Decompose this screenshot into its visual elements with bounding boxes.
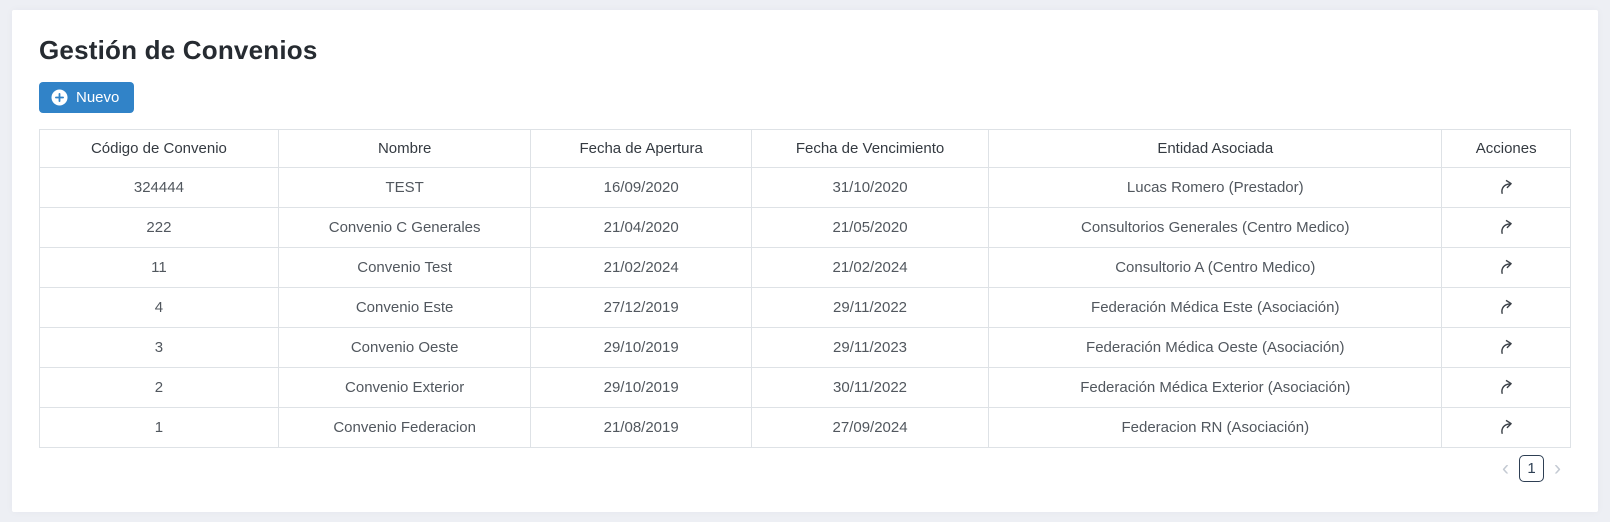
cell-codigo: 324444 — [39, 167, 279, 208]
column-header-entidad: Entidad Asociada — [988, 129, 1443, 168]
table-row: 1 Convenio Federacion 21/08/2019 27/09/2… — [39, 407, 1571, 448]
pagination: ‹ 1 › — [39, 455, 1571, 482]
cell-nombre: TEST — [277, 167, 532, 208]
cell-entidad: Federación Médica Este (Asociación) — [988, 287, 1443, 328]
forward-arrow-icon — [1500, 379, 1512, 394]
cell-acciones — [1441, 207, 1571, 248]
pagination-next-button[interactable]: › — [1554, 457, 1561, 480]
cell-apertura: 27/12/2019 — [530, 287, 752, 328]
forward-arrow-icon — [1500, 299, 1512, 314]
cell-vencimiento: 31/10/2020 — [750, 167, 990, 208]
cell-codigo: 11 — [39, 247, 279, 288]
cell-apertura: 29/10/2019 — [530, 367, 752, 408]
column-header-acciones: Acciones — [1441, 129, 1571, 168]
cell-codigo: 222 — [39, 207, 279, 248]
cell-codigo: 3 — [39, 327, 279, 368]
cell-entidad: Lucas Romero (Prestador) — [988, 167, 1443, 208]
cell-apertura: 16/09/2020 — [530, 167, 752, 208]
table-header: Código de Convenio Nombre Fecha de Apert… — [39, 129, 1571, 168]
cell-acciones — [1441, 367, 1571, 408]
forward-action-button[interactable] — [1493, 255, 1520, 278]
toolbar: Nuevo — [39, 82, 1571, 113]
column-header-nombre: Nombre — [277, 129, 532, 168]
table-row: 3 Convenio Oeste 29/10/2019 29/11/2023 F… — [39, 327, 1571, 368]
cell-acciones — [1441, 407, 1571, 448]
cell-vencimiento: 29/11/2022 — [750, 287, 990, 328]
forward-action-button[interactable] — [1493, 215, 1520, 238]
cell-acciones — [1441, 247, 1571, 288]
cell-nombre: Convenio Este — [277, 287, 532, 328]
convenios-card: Gestión de Convenios Nuevo — [12, 10, 1598, 512]
cell-vencimiento: 30/11/2022 — [750, 367, 990, 408]
column-header-codigo: Código de Convenio — [39, 129, 279, 168]
pagination-page-1-button[interactable]: 1 — [1519, 455, 1544, 482]
new-button[interactable]: Nuevo — [39, 82, 135, 113]
cell-nombre: Convenio C Generales — [277, 207, 532, 248]
forward-arrow-icon — [1500, 259, 1512, 274]
table-row: 11 Convenio Test 21/02/2024 21/02/2024 C… — [39, 247, 1571, 288]
cell-entidad: Federación Médica Exterior (Asociación) — [988, 367, 1443, 408]
cell-vencimiento: 21/02/2024 — [750, 247, 990, 288]
cell-acciones — [1441, 327, 1571, 368]
cell-vencimiento: 29/11/2023 — [750, 327, 990, 368]
table-row: 4 Convenio Este 27/12/2019 29/11/2022 Fe… — [39, 287, 1571, 328]
cell-entidad: Federación Médica Oeste (Asociación) — [988, 327, 1443, 368]
cell-apertura: 21/04/2020 — [530, 207, 752, 248]
new-button-label: Nuevo — [76, 89, 120, 106]
column-header-apertura: Fecha de Apertura — [530, 129, 752, 168]
cell-acciones — [1441, 287, 1571, 328]
forward-action-button[interactable] — [1493, 295, 1520, 318]
table-row: 222 Convenio C Generales 21/04/2020 21/0… — [39, 207, 1571, 248]
cell-apertura: 21/08/2019 — [530, 407, 752, 448]
column-header-vencimiento: Fecha de Vencimiento — [750, 129, 990, 168]
cell-entidad: Consultorio A (Centro Medico) — [988, 247, 1443, 288]
forward-arrow-icon — [1500, 179, 1512, 194]
table-body: 324444 TEST 16/09/2020 31/10/2020 Lucas … — [39, 167, 1571, 448]
pagination-prev-button[interactable]: ‹ — [1502, 457, 1509, 480]
cell-vencimiento: 27/09/2024 — [750, 407, 990, 448]
forward-action-button[interactable] — [1493, 335, 1520, 358]
cell-nombre: Convenio Federacion — [277, 407, 532, 448]
plus-circle-icon — [51, 89, 68, 106]
forward-arrow-icon — [1500, 219, 1512, 234]
cell-codigo: 4 — [39, 287, 279, 328]
convenios-table: Código de Convenio Nombre Fecha de Apert… — [39, 129, 1571, 448]
forward-action-button[interactable] — [1493, 175, 1520, 198]
cell-nombre: Convenio Oeste — [277, 327, 532, 368]
cell-vencimiento: 21/05/2020 — [750, 207, 990, 248]
cell-entidad: Federacion RN (Asociación) — [988, 407, 1443, 448]
table-row: 324444 TEST 16/09/2020 31/10/2020 Lucas … — [39, 167, 1571, 208]
cell-apertura: 21/02/2024 — [530, 247, 752, 288]
table-row: 2 Convenio Exterior 29/10/2019 30/11/202… — [39, 367, 1571, 408]
cell-codigo: 2 — [39, 367, 279, 408]
cell-apertura: 29/10/2019 — [530, 327, 752, 368]
forward-action-button[interactable] — [1493, 415, 1520, 438]
cell-acciones — [1441, 167, 1571, 208]
forward-arrow-icon — [1500, 419, 1512, 434]
forward-action-button[interactable] — [1493, 375, 1520, 398]
page-title: Gestión de Convenios — [39, 35, 318, 65]
cell-nombre: Convenio Test — [277, 247, 532, 288]
cell-nombre: Convenio Exterior — [277, 367, 532, 408]
forward-arrow-icon — [1500, 339, 1512, 354]
cell-entidad: Consultorios Generales (Centro Medico) — [988, 207, 1443, 248]
cell-codigo: 1 — [39, 407, 279, 448]
